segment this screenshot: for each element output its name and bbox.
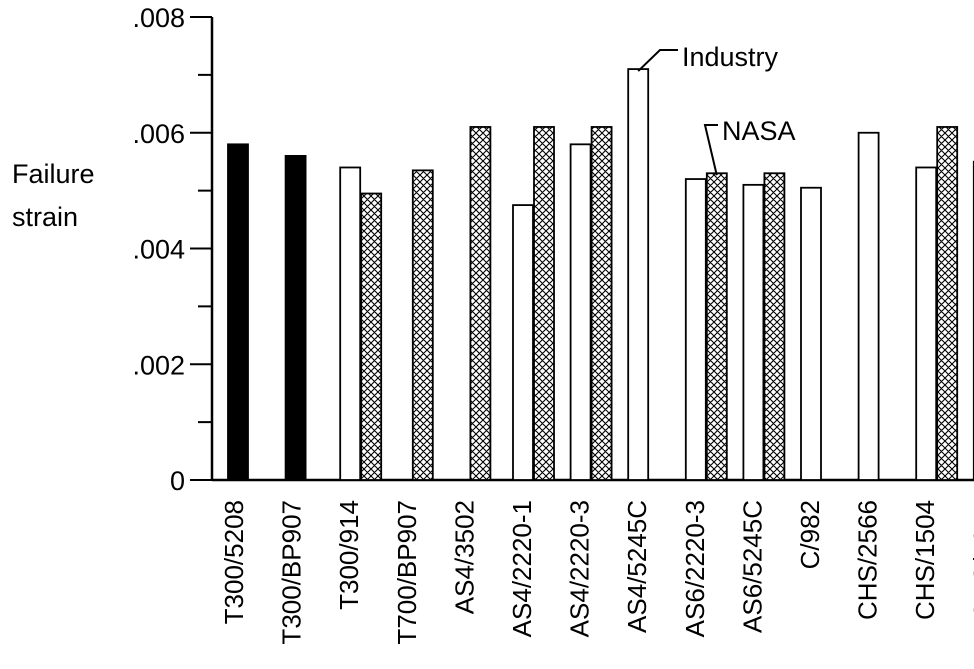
bar-industry <box>915 166 938 481</box>
x-tick-label: AS4/5245C <box>622 500 652 633</box>
x-tick-label: T300/BP907 <box>277 500 307 645</box>
bar-nasa <box>590 126 613 481</box>
y-axis-label-line-2: strain <box>12 202 78 232</box>
bar-nasa <box>411 169 434 481</box>
y-tick-label: 0 <box>170 466 185 496</box>
x-tick-label: T300/914 <box>334 500 364 610</box>
bar-nasa <box>936 126 959 481</box>
y-tick-label: .004 <box>132 235 185 265</box>
bar-baseline <box>227 143 249 481</box>
x-tick-label: AS6/5245C <box>737 500 767 633</box>
x-tick-label: AS4/2220-1 <box>507 500 537 637</box>
bars <box>227 68 974 481</box>
x-tick-label: T300/5208 <box>219 500 249 624</box>
annotation-leader-line <box>703 124 718 176</box>
bar-industry <box>857 131 880 481</box>
bar-industry <box>800 186 822 481</box>
x-tick-labels: T300/5208 T300/BP907 T300/914 T700/BP907 AS4… <box>219 500 974 645</box>
y-tick-label: .006 <box>132 119 185 149</box>
bar-industry <box>742 183 765 481</box>
y-tick-label: .002 <box>132 350 185 380</box>
bar-industry <box>569 143 592 481</box>
x-tick-label: CHS/5245 <box>968 500 974 620</box>
annotation-leader-line <box>637 49 678 72</box>
x-tick-label: T700/BP907 <box>392 500 422 645</box>
bar-nasa <box>469 126 492 481</box>
bar-industry <box>339 166 362 481</box>
annotations: Industry NASA <box>637 42 796 176</box>
x-tick-label: AS6/2220-3 <box>680 500 710 637</box>
bar-nasa <box>763 172 786 481</box>
y-axis-label: Failure strain <box>12 159 95 232</box>
annotation-nasa: NASA <box>722 116 796 146</box>
bar-industry <box>627 68 650 481</box>
bar-nasa <box>533 126 555 481</box>
bar-baseline <box>284 154 307 481</box>
annotation-industry: Industry <box>682 42 779 72</box>
bar-industry <box>512 204 534 481</box>
bar-nasa <box>360 192 383 481</box>
bar-industry <box>684 178 707 481</box>
y-axis-label-line-1: Failure <box>12 159 95 189</box>
x-tick-label: CHS/1504 <box>910 500 940 620</box>
y-ticks: 0 .002 .004 .006 .008 <box>132 3 212 496</box>
x-tick-label: CHS/2566 <box>853 500 883 620</box>
y-tick-label: .008 <box>132 3 185 33</box>
bar-nasa <box>705 172 728 481</box>
x-tick-label: AS4/2220-3 <box>565 500 595 637</box>
x-tick-label: C/982 <box>795 500 825 569</box>
x-tick-label: AS4/3502 <box>449 500 479 614</box>
